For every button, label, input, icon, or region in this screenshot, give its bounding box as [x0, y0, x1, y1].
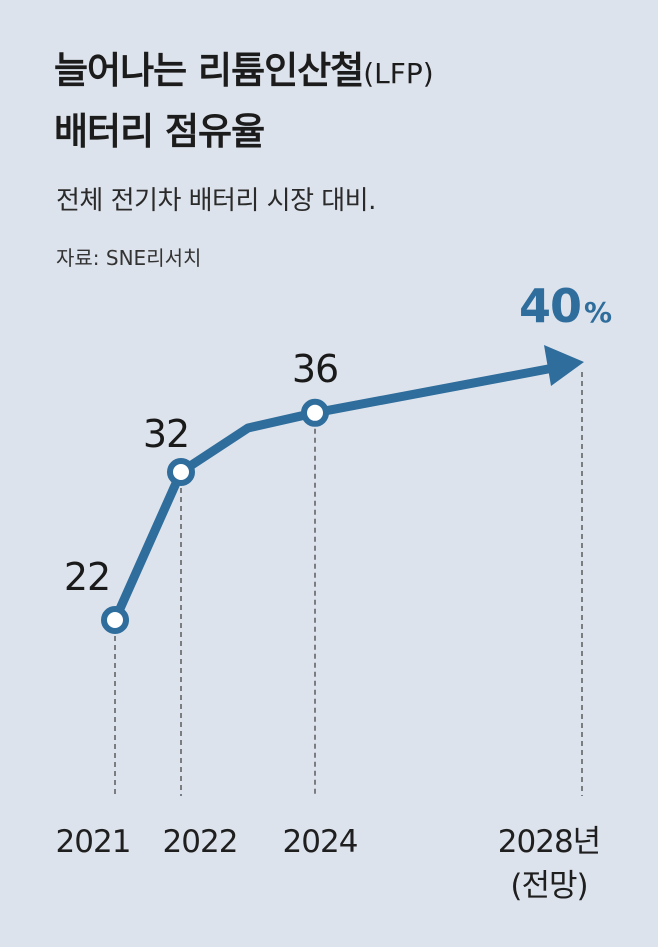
data-point-2021 [101, 606, 129, 634]
x-tick-label-3: 2028년 [498, 824, 600, 860]
title-line-1: 늘어나는 리튬인산철(LFP) [54, 49, 434, 92]
dashed-guide-lines [114, 372, 583, 796]
title-suffix: (LFP) [363, 57, 434, 90]
data-label-forecast: 40% [519, 279, 612, 333]
forecast-value: 40 [519, 279, 581, 333]
series-line [110, 364, 553, 625]
data-points [101, 398, 329, 634]
title-main: 늘어나는 리튬인산철 [54, 49, 364, 92]
chart-title: 늘어나는 리튬인산철(LFP) 배터리 점유율 [54, 42, 434, 161]
data-labels: 22 32 36 40% [64, 279, 613, 599]
data-point-2024 [301, 398, 329, 427]
data-label-2024: 36 [292, 347, 338, 391]
chart-source: 자료: SNE리서치 [56, 246, 202, 270]
data-label-2021: 22 [64, 555, 110, 599]
forecast-unit: % [584, 296, 612, 329]
x-tick-label-2: 2024 [283, 824, 358, 860]
line-series [110, 345, 584, 625]
chart-subtitle: 전체 전기차 배터리 시장 대비. [56, 186, 376, 216]
x-tick-sublabel-3: (전망) [510, 868, 587, 904]
data-point-2022 [167, 458, 195, 486]
x-tick-label-1: 2022 [163, 824, 238, 860]
data-label-2022: 32 [143, 412, 189, 456]
x-tick-label-0: 2021 [56, 824, 131, 860]
arrow-head-icon [544, 345, 584, 386]
x-axis-labels: 2021 2022 2024 2028년 (전망) [56, 824, 602, 904]
title-line-2: 배터리 점유율 [54, 110, 265, 153]
